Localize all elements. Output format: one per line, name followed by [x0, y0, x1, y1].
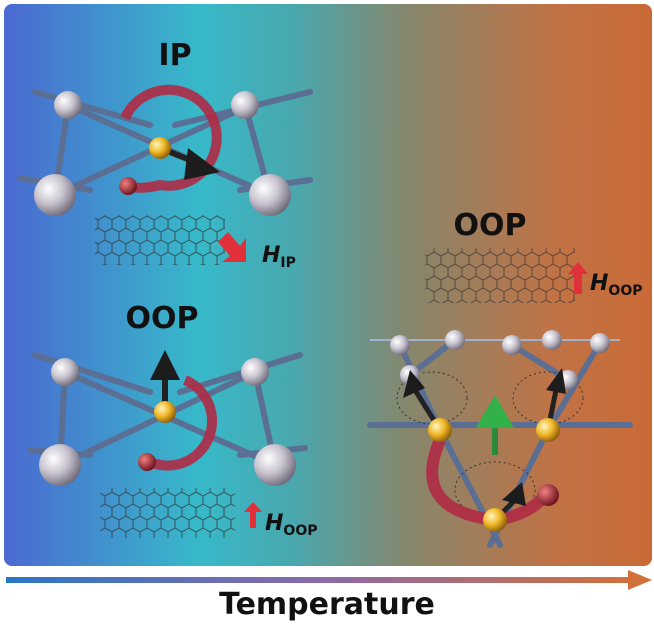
axis-label: Temperature [219, 587, 435, 621]
field-symbol: H [590, 271, 608, 296]
arrow-head [628, 570, 652, 590]
field-symbol: H [265, 511, 283, 536]
oop-lattice-left [27, 350, 308, 538]
field-label: HOOP [265, 511, 318, 539]
panel-label: OOP [126, 301, 199, 336]
field-label: HOOP [590, 271, 643, 299]
field-subscript: OOP [283, 523, 317, 539]
panel-label: IP [158, 38, 191, 73]
ip-lattice [17, 84, 313, 265]
temperature-arrow [6, 577, 634, 583]
panel-label: OOP [454, 208, 527, 243]
field-subscript: OOP [608, 283, 642, 299]
oop-lattice-right [367, 248, 633, 548]
field-symbol: H [262, 243, 280, 268]
field-subscript: IP [280, 255, 295, 271]
field-label: HIP [262, 243, 296, 271]
